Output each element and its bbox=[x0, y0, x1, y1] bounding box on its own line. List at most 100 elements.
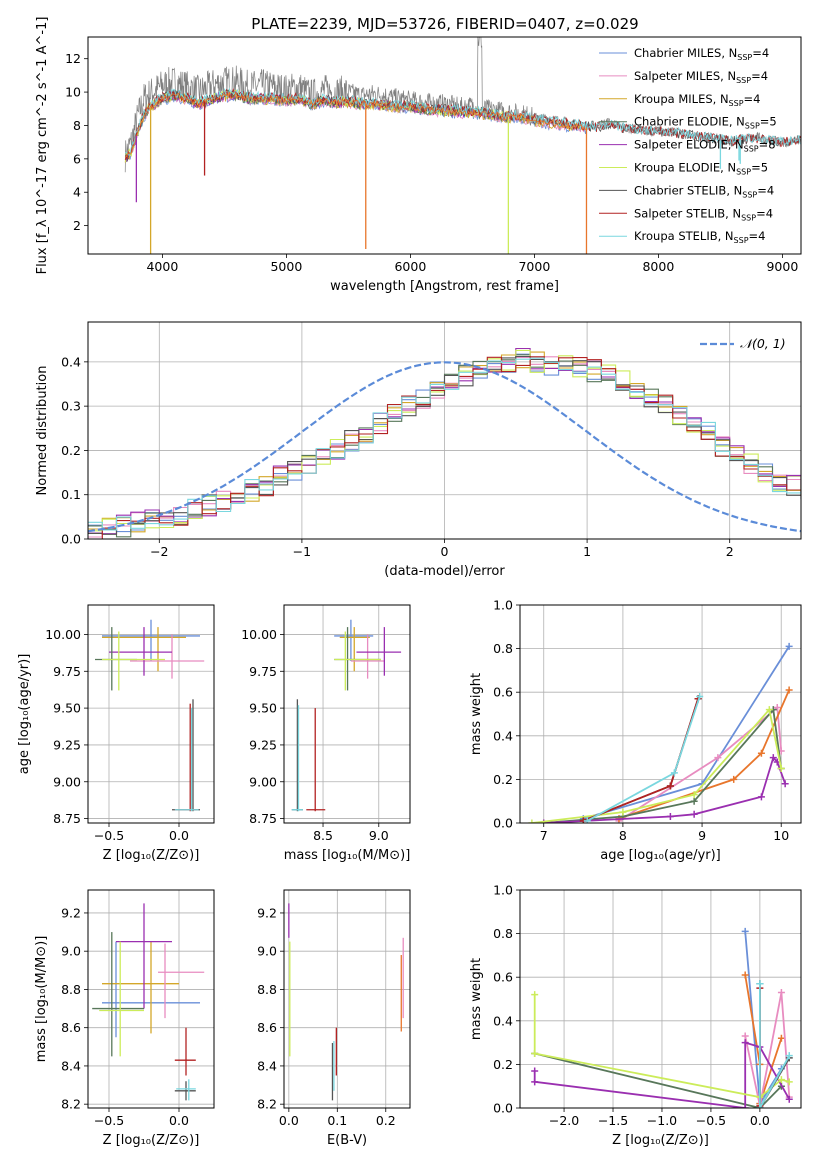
weight-marker bbox=[781, 780, 789, 788]
y-tick-label: 8.4 bbox=[61, 1058, 81, 1073]
x-tick-label: −1.0 bbox=[647, 1113, 677, 1128]
residual-histogram-line bbox=[88, 347, 801, 535]
mass-vs-EBV-frame bbox=[283, 889, 411, 1109]
weight-marker bbox=[769, 754, 777, 762]
spectrum-plot-area bbox=[124, 37, 801, 254]
x-tick-label: −1.5 bbox=[598, 1113, 628, 1128]
residual-histogram-line bbox=[88, 357, 801, 531]
y-tick-label: 0.0 bbox=[493, 816, 513, 831]
residual-histogram-line bbox=[88, 349, 801, 532]
legend-entry: Salpeter MILES, NSSP=4 bbox=[634, 69, 768, 85]
legend-entry: Kroupa STELIB, NSSP=4 bbox=[634, 229, 765, 245]
x-tick-label: 8000 bbox=[642, 259, 674, 274]
residuals-plot-area bbox=[88, 347, 801, 539]
weight-marker bbox=[670, 769, 678, 777]
y-tick-label: 8.75 bbox=[249, 811, 277, 826]
legend-entry: Salpeter STELIB, NSSP=4 bbox=[634, 206, 773, 222]
weight-marker bbox=[773, 703, 781, 711]
weight-vs-Z-grid bbox=[520, 889, 801, 1109]
x-tick-label: 0.0 bbox=[169, 828, 189, 843]
weight-marker bbox=[583, 817, 591, 823]
y-tick-label: 0.3 bbox=[61, 399, 81, 414]
residual-histogram-line bbox=[88, 356, 801, 539]
x-tick-label: 8 bbox=[619, 828, 627, 843]
weight-line bbox=[759, 983, 791, 1108]
weight-line bbox=[618, 689, 790, 820]
y-tick-label: 9.00 bbox=[53, 774, 81, 789]
y-tick-label: 0.0 bbox=[493, 1101, 513, 1116]
y-tick-label: 8.75 bbox=[53, 811, 81, 826]
x-tick-label: 5000 bbox=[270, 259, 302, 274]
y-tick-label: 8.8 bbox=[61, 982, 81, 997]
model-spectrum-line bbox=[125, 87, 801, 157]
weight-line bbox=[744, 992, 791, 1106]
x-tick-label: 10 bbox=[773, 828, 789, 843]
y-tick-label: 9.0 bbox=[61, 944, 81, 959]
residual-histogram-line bbox=[88, 354, 801, 538]
x-tick-label: 2 bbox=[726, 544, 734, 559]
weight-line bbox=[543, 755, 787, 823]
x-tick-label: 7 bbox=[540, 828, 548, 843]
weight-marker bbox=[528, 819, 536, 823]
age-vs-mass-plot-area bbox=[291, 619, 402, 812]
residuals-y-axis-label: Normed distribution bbox=[35, 366, 50, 496]
y-tick-label: 10.00 bbox=[45, 627, 81, 642]
y-tick-label: 0.4 bbox=[61, 354, 81, 369]
y-tick-label: 9.50 bbox=[249, 701, 277, 716]
weight-line bbox=[543, 707, 783, 823]
weight-marker bbox=[714, 754, 722, 762]
weight-marker bbox=[696, 693, 704, 701]
weight-vs-age-y-axis-label: mass weight bbox=[469, 673, 484, 755]
weight-line bbox=[534, 1052, 783, 1108]
spectrum-legend: Chabrier MILES, NSSP=4 Salpeter MILES, NS… bbox=[599, 46, 777, 245]
weight-vs-age-x-axis-label: age [log₁₀(age/yr)] bbox=[600, 848, 721, 863]
residuals-x-axis-label: (data-model)/error bbox=[384, 564, 505, 579]
weight-marker bbox=[741, 1039, 749, 1047]
weight-marker bbox=[785, 642, 793, 650]
weight-marker bbox=[540, 819, 548, 823]
y-tick-label: 0.6 bbox=[493, 970, 513, 985]
x-tick-label: 1 bbox=[583, 544, 591, 559]
weight-marker bbox=[690, 797, 698, 805]
weight-marker bbox=[785, 1095, 793, 1103]
residuals-panel: 𝒩(0, 1) −2 −1 0 1 2 0.0 0.1 0.2 0.3 0.4 (data-model… bbox=[35, 321, 802, 579]
y-tick-label: 0.2 bbox=[493, 1057, 513, 1072]
x-tick-label: 9.0 bbox=[369, 828, 389, 843]
weight-marker bbox=[777, 1034, 785, 1042]
x-tick-label: 0.0 bbox=[279, 1113, 299, 1128]
x-tick-label: 0.0 bbox=[750, 1113, 770, 1128]
weight-marker bbox=[690, 791, 698, 799]
weight-marker bbox=[741, 1104, 749, 1108]
age-vs-mass-frame bbox=[283, 604, 411, 824]
y-tick-label: 8.2 bbox=[257, 1097, 277, 1112]
age-vs-mass-panel: 8.5 9.0 8.75 9.00 9.25 9.50 9.75 10.00 mass [log… bbox=[241, 604, 411, 863]
y-tick-label: 1.0 bbox=[493, 598, 513, 613]
weight-marker bbox=[619, 808, 627, 816]
weight-marker bbox=[785, 686, 793, 694]
y-tick-label: 9.75 bbox=[53, 664, 81, 679]
y-tick-label: 9.50 bbox=[53, 701, 81, 716]
weight-marker bbox=[777, 988, 785, 996]
y-tick-label: 9.25 bbox=[53, 737, 81, 752]
y-tick-label: 12 bbox=[65, 51, 81, 66]
y-tick-label: 0.1 bbox=[61, 487, 81, 502]
spectrum-y-axis-label: Flux [f_λ 10^-17 erg cm^-2 s^-1 A^-1] bbox=[35, 17, 50, 275]
mass-vs-EBV-x-axis-label: E(B-V) bbox=[327, 1133, 367, 1148]
weight-vs-Z-frame bbox=[519, 889, 802, 1109]
mass-vs-Z-x-axis-label: Z [log₁₀(Z/Z⊙)] bbox=[103, 1133, 200, 1148]
x-tick-label: 0.2 bbox=[376, 1113, 396, 1128]
weight-marker bbox=[666, 782, 674, 790]
y-tick-label: 1.0 bbox=[493, 883, 513, 898]
mass-vs-Z-panel: −0.5 0.0 8.2 8.4 8.6 8.8 9.0 9.2 Z [log₁₀(Z/Z⊙)]… bbox=[34, 889, 215, 1148]
x-tick-label: −2 bbox=[150, 544, 168, 559]
x-tick-label: −0.5 bbox=[94, 1113, 124, 1128]
mass-vs-Z-frame bbox=[87, 889, 215, 1109]
x-tick-label: −1 bbox=[293, 544, 311, 559]
weight-vs-age-panel: 7 8 9 10 0.0 0.2 0.4 0.6 0.8 1.0 age [log₁₀(age/yr… bbox=[469, 598, 802, 863]
x-tick-label: 7000 bbox=[518, 259, 550, 274]
model-spectrum-line bbox=[125, 91, 587, 158]
y-tick-label: 0.2 bbox=[61, 443, 81, 458]
age-vs-Z-frame bbox=[87, 604, 215, 824]
weight-marker bbox=[741, 971, 749, 979]
